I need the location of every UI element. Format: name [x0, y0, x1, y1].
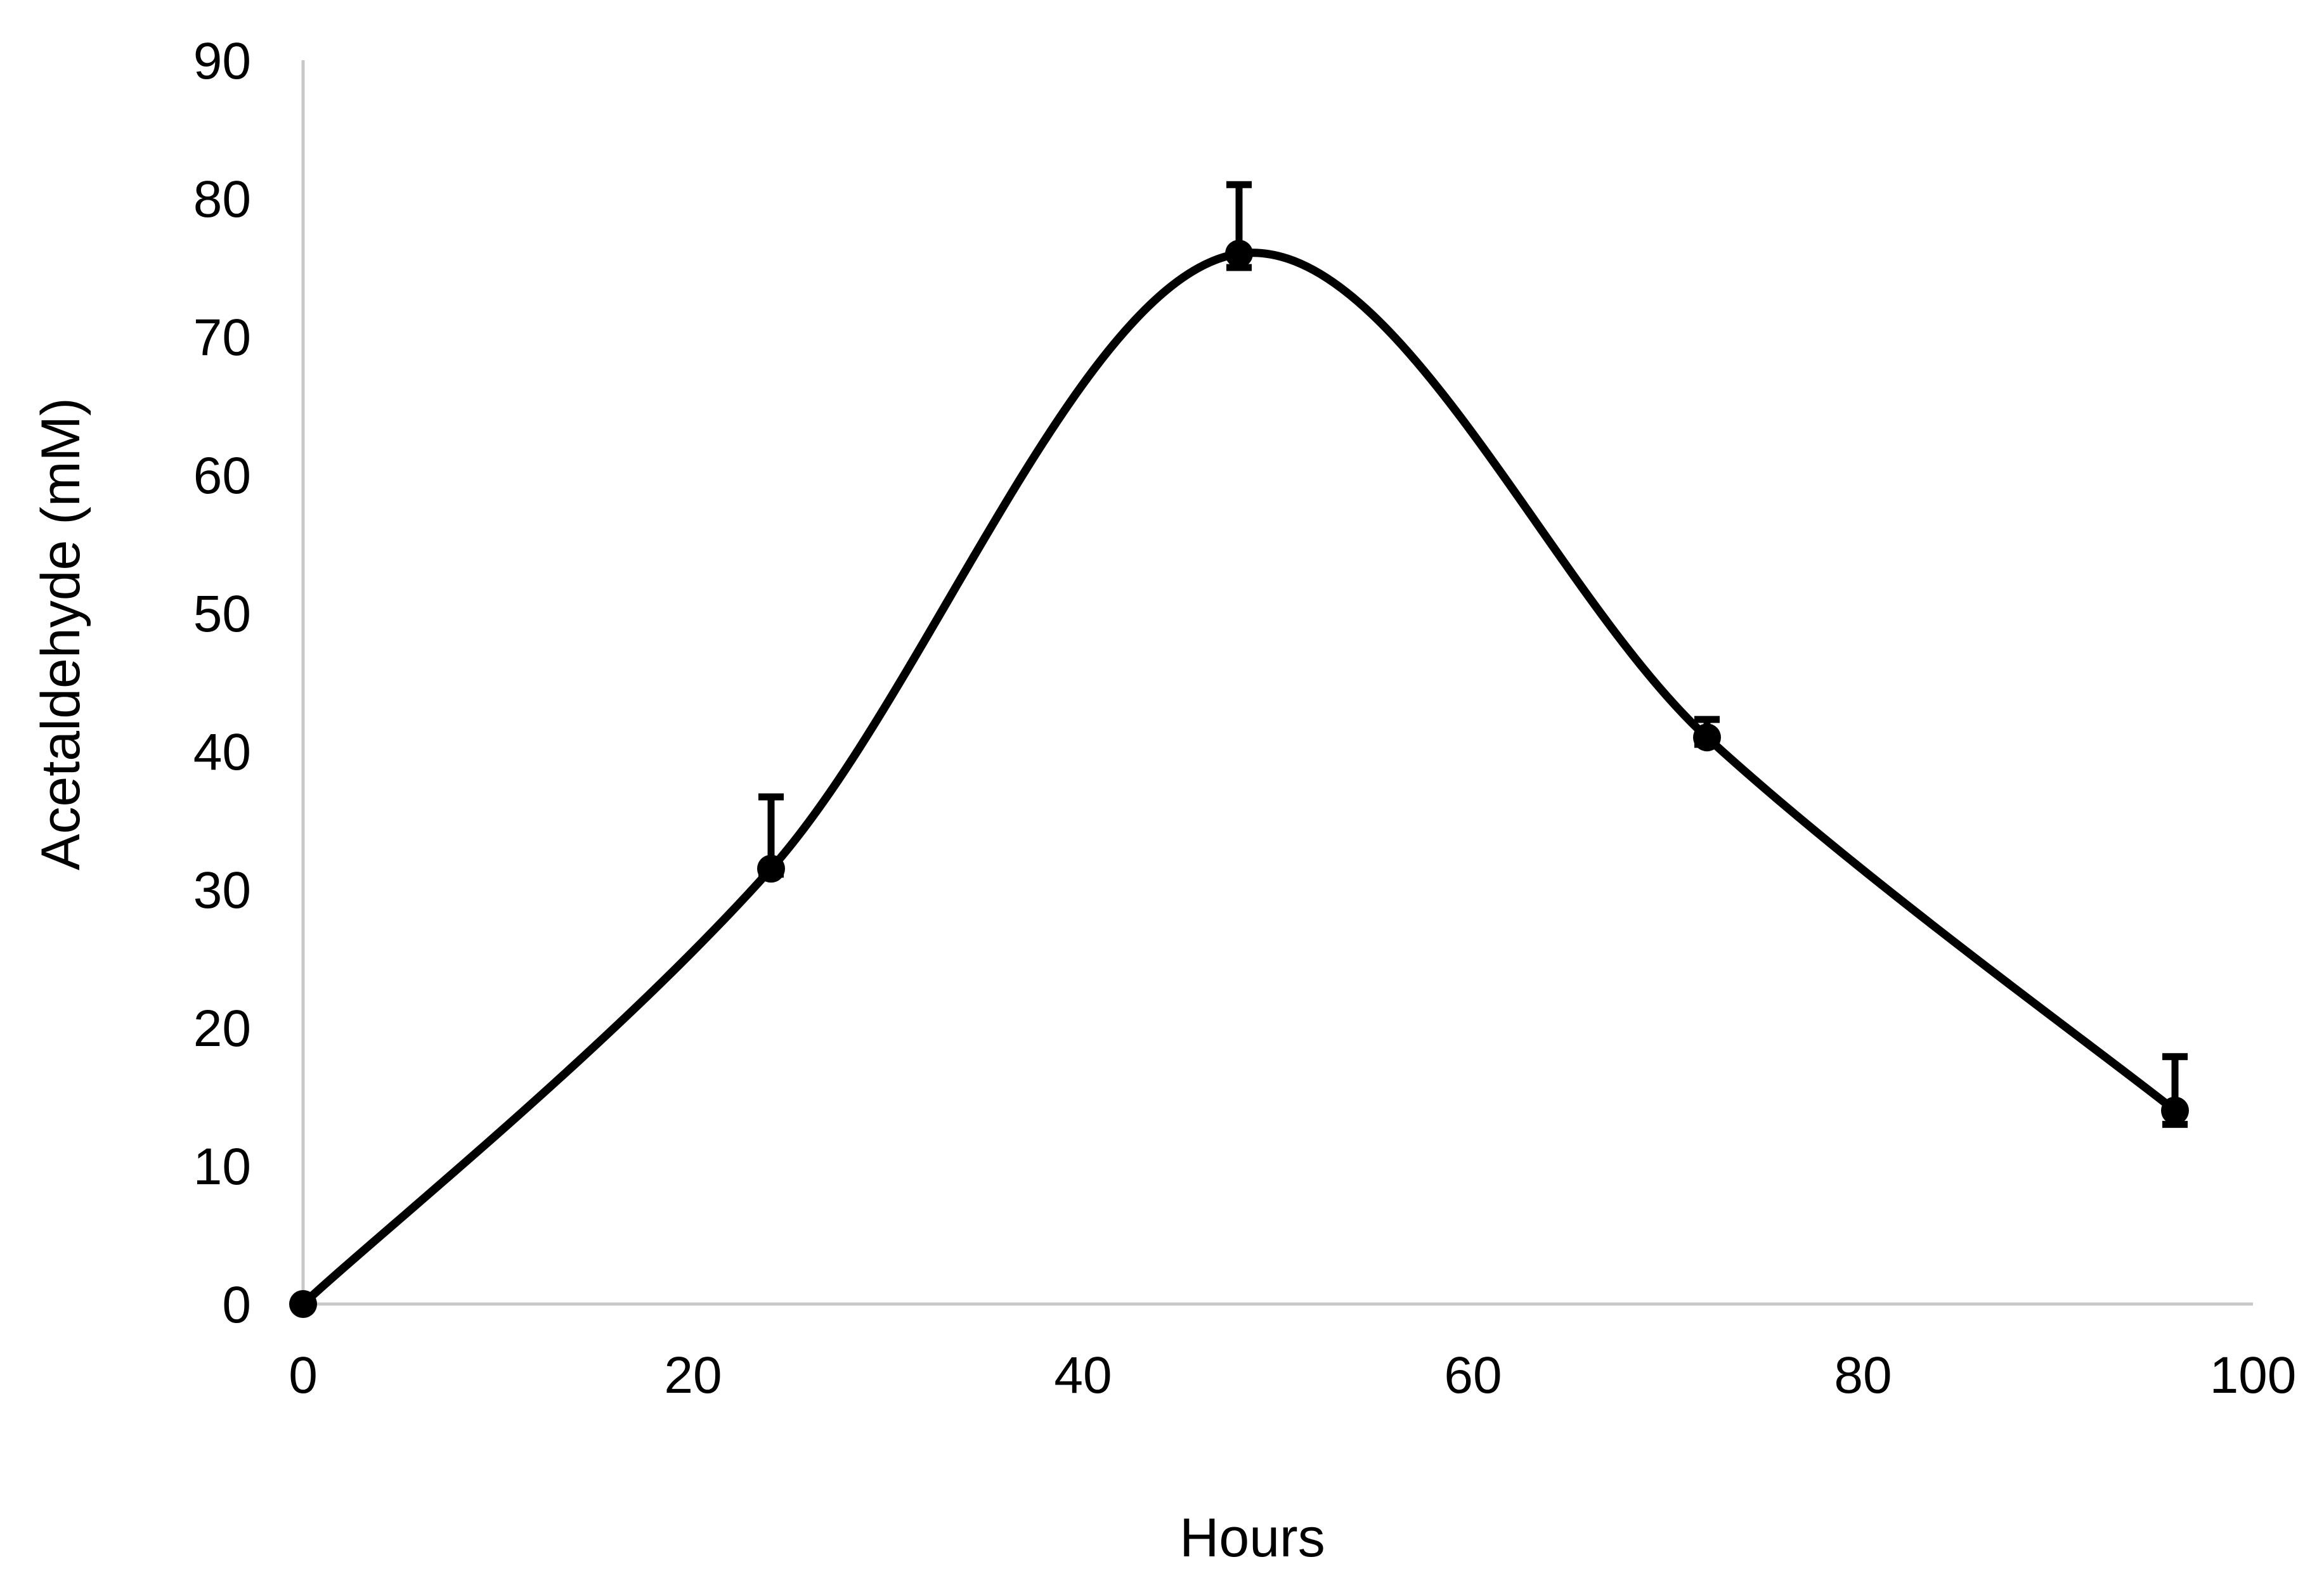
plot-area: 0 10 20 30 40 50 60 70 80 90 0 20 40 60 80 100	[193, 32, 2297, 1404]
x-tick-label: 40	[1054, 1347, 1112, 1404]
y-axis-title: Acetaldehyde (mM)	[30, 397, 91, 870]
y-tick-label: 90	[193, 32, 251, 90]
data-point	[757, 855, 785, 883]
x-tick-label: 100	[2210, 1347, 2297, 1404]
y-tick-label: 20	[193, 1000, 251, 1057]
y-tick-label: 80	[193, 171, 251, 228]
y-tick-label: 30	[193, 862, 251, 919]
y-tick-label: 70	[193, 309, 251, 366]
y-tick-label: 0	[222, 1276, 251, 1334]
y-tick-label: 50	[193, 585, 251, 643]
x-tick-label: 0	[289, 1347, 318, 1404]
data-point	[1225, 240, 1253, 268]
series-line	[299, 249, 2179, 1308]
x-tick-label: 60	[1444, 1347, 1502, 1404]
data-point	[2161, 1096, 2189, 1125]
x-axis-title: Hours	[1179, 1508, 1325, 1568]
x-tick-label: 20	[664, 1347, 722, 1404]
data-point	[289, 1290, 317, 1318]
data-point	[1693, 723, 1721, 752]
y-tick-label: 60	[193, 447, 251, 505]
x-tick-label: 80	[1834, 1347, 1892, 1404]
y-tick-label: 10	[193, 1138, 251, 1196]
y-tick-label: 40	[193, 723, 251, 781]
